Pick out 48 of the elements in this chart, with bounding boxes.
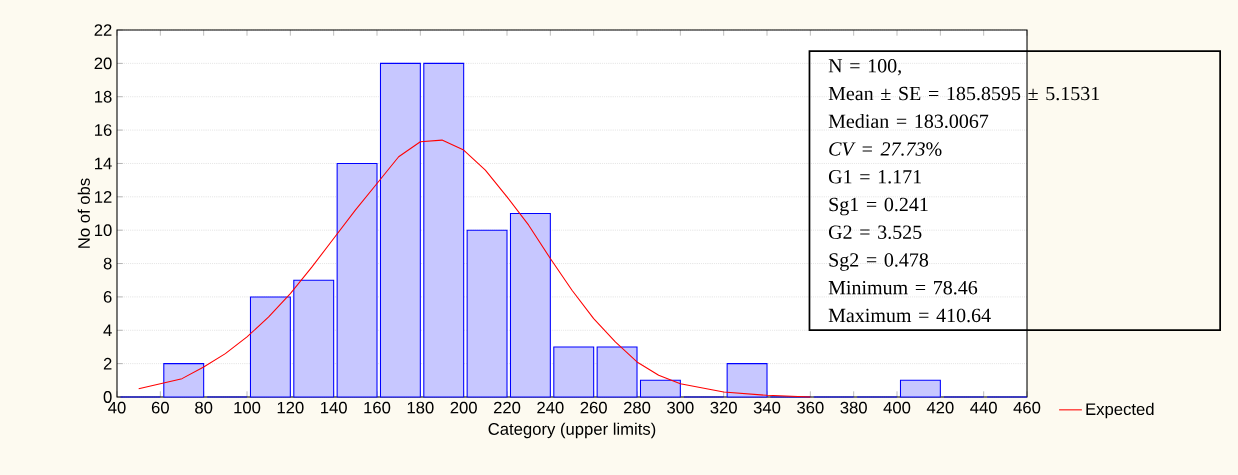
x-tick-label: 120 <box>277 401 304 414</box>
x-tick-label: 180 <box>407 401 434 414</box>
annotation: G1 = 1.171 <box>828 170 921 184</box>
annotation: Minimum = 78.46 <box>828 280 978 295</box>
line-series <box>138 139 811 398</box>
x-tick-label: 400 <box>883 401 911 414</box>
y-tick-label: 8 <box>103 257 112 270</box>
x-tick-label: 420 <box>926 401 954 414</box>
y-tick-label: 10 <box>95 224 112 237</box>
y-tick-label: 2 <box>103 357 112 370</box>
y-tick-label: 0 <box>103 391 112 403</box>
x-tick-label: 440 <box>970 401 997 414</box>
annotation: N = 100, <box>828 59 901 76</box>
annotation: Mean ± SE = 185.8595 ± 5.1531 <box>828 86 1100 101</box>
annotation: Sg2 = 0.478 <box>829 253 929 271</box>
x-tick-label: 40 <box>108 401 126 414</box>
y-tick-label: 14 <box>95 157 112 170</box>
y-tick-label: 16 <box>95 124 112 136</box>
annotation: Median = 183.0067 <box>828 113 989 129</box>
annotation: Sg1 = 0.241 <box>829 197 928 216</box>
x-tick-label: 280 <box>623 401 651 414</box>
x-tick-label: 360 <box>797 401 824 414</box>
x-tick-label: 60 <box>151 401 169 414</box>
x-tick-label: 160 <box>364 401 391 414</box>
x-tick-label: 320 <box>710 401 737 414</box>
annotation: Maximum = 410.64 <box>828 308 991 323</box>
y-tick-label: 18 <box>95 90 112 103</box>
x-tick-label: 80 <box>195 401 213 414</box>
y-tick-label: 22 <box>94 24 112 36</box>
y-axis-title: No of obs <box>77 178 90 248</box>
y-tick-label: 4 <box>103 324 112 337</box>
legend-label: Expected <box>1086 402 1154 419</box>
x-tick-label: 240 <box>537 401 564 414</box>
x-tick-label: 260 <box>580 401 607 414</box>
x-tick-label: 100 <box>234 401 261 414</box>
x-tick-label: 220 <box>493 401 521 414</box>
annotation: G2 = 3.525 <box>828 225 922 240</box>
annotation: CV = 27.73% <box>829 142 942 156</box>
x-tick-label: 460 <box>1013 401 1041 414</box>
y-tick-label: 6 <box>103 291 112 303</box>
x-tick-label: 380 <box>840 401 867 414</box>
x-tick-label: 200 <box>450 401 477 414</box>
y-tick-label: 12 <box>95 191 112 203</box>
x-axis-title: Category (upper limits) <box>488 422 656 439</box>
x-tick-label: 300 <box>667 401 694 414</box>
x-tick-label: 140 <box>321 401 347 414</box>
x-tick-label: 340 <box>753 401 781 414</box>
y-tick-label: 20 <box>94 57 112 70</box>
